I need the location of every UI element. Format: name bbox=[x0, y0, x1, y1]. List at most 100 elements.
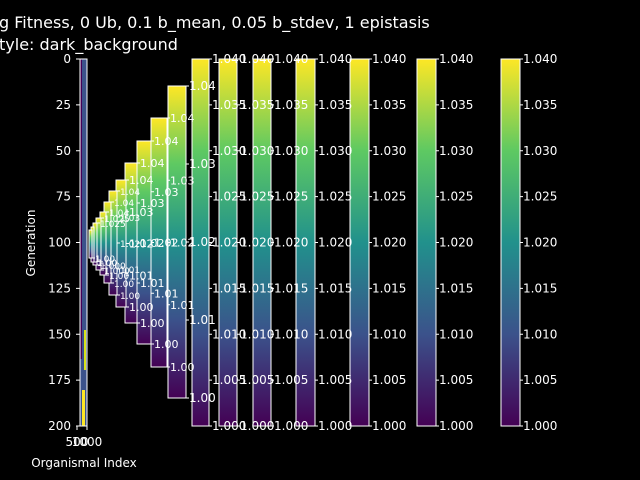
colorbar-tick-label: 1.010 bbox=[212, 327, 246, 341]
heatmap-cells bbox=[80, 59, 87, 426]
chart-title-line-1: g Fitness, 0 Ub, 0.1 b_mean, 0.05 b_stde… bbox=[0, 13, 430, 33]
colorbar-tick-label: 1.010 bbox=[274, 327, 308, 341]
colorbar-tick-label: 1.00 bbox=[120, 292, 140, 302]
colorbar-tick-label: 1.015 bbox=[439, 281, 473, 295]
colorbar-tick-label: 1.010 bbox=[439, 327, 473, 341]
colorbar-tick-label: 1.04 bbox=[129, 174, 154, 187]
colorbar: 1.000 1.005 1.010 1.015 1.020 1.025 1.030 1.035… bbox=[295, 52, 352, 433]
colorbar-tick-label: 1.000 bbox=[523, 419, 557, 433]
y-tick-label: 125 bbox=[48, 281, 71, 295]
colorbar-tick-label: 1.000 bbox=[372, 419, 406, 433]
colorbar-fill bbox=[88, 229, 93, 259]
y-tick-label: 0 bbox=[63, 52, 71, 66]
colorbar: 1.00 1.01 1.02 1.03 1.04 bbox=[150, 112, 195, 374]
heatmap-high-band bbox=[82, 390, 85, 426]
heatmap-high-band bbox=[84, 330, 86, 370]
colorbar-tick-label: 1.005 bbox=[439, 373, 473, 387]
main-heatmap-plot bbox=[79, 58, 88, 427]
colorbar-tick-label: 1.04 bbox=[140, 157, 165, 170]
y-tick-label: 200 bbox=[48, 419, 71, 433]
colorbar-tick-label: 1.005 bbox=[240, 373, 274, 387]
colorbar: 1.00 1.01 1.02 1.03 1.04 bbox=[167, 79, 216, 405]
colorbar-tick-label: 1.015 bbox=[212, 281, 246, 295]
colorbar-tick-label: 1.00 bbox=[129, 301, 154, 314]
colorbar-tick-label: 1.025 bbox=[212, 190, 246, 204]
colorbar-tick-label: 1.01 bbox=[120, 266, 140, 276]
colorbar-tick-label: 1.020 bbox=[240, 236, 274, 250]
colorbar-tick-label: 1.035 bbox=[240, 98, 274, 112]
colorbar-tick-label: 1.02 bbox=[120, 240, 140, 250]
colorbar-tick-label: 1.025 bbox=[104, 215, 130, 225]
colorbar-tick-label: 1.030 bbox=[318, 144, 352, 158]
x-axis-label: Organismal Index bbox=[31, 456, 137, 470]
colorbar-tick-label: 1.01 bbox=[170, 299, 195, 312]
colorbar-tick-label: 1.000 bbox=[318, 419, 352, 433]
colorbar-tick-label: 1.03 bbox=[154, 186, 179, 199]
colorbar-tick-label: 1.02 bbox=[129, 238, 154, 251]
heatmap-mid-band bbox=[80, 59, 82, 359]
colorbar-tick-label: 1.025 bbox=[318, 190, 352, 204]
colorbar: 1.00 1.01 1.02 1.03 1.04 bbox=[136, 135, 179, 351]
colorbar-tick-label: 1.040 bbox=[523, 52, 557, 66]
colorbar-tick-label: 1.00 bbox=[114, 280, 134, 290]
chart-title-line-2: tyle: dark_background bbox=[0, 35, 178, 55]
colorbar-tick-label: 1.04 bbox=[109, 209, 129, 219]
colorbar: 1.000 1.005 1.010 1.015 1.020 1.025 1.030 1.035… bbox=[191, 52, 246, 433]
colorbar-tick-label: 1.03 bbox=[170, 174, 195, 187]
colorbar-tick-label: 1.03 bbox=[189, 157, 216, 171]
colorbar: 1.000 1.005 1.010 1.015 1.020 1.025 1.030 1.035… bbox=[252, 52, 308, 433]
colorbar-cascade: 1.000 1.005 1.010 1.015 1.020 1.025 1.030 1.035… bbox=[88, 52, 557, 433]
colorbar-tick-label: 1.04 bbox=[114, 199, 134, 209]
colorbar-tick-label: 1.035 bbox=[318, 98, 352, 112]
colorbar-tick-label: 1.030 bbox=[274, 144, 308, 158]
y-tick-label: 75 bbox=[56, 190, 71, 204]
colorbar-tick-label: 1.01 bbox=[129, 269, 154, 282]
colorbar-tick-label: 1.005 bbox=[318, 373, 352, 387]
colorbar-tick-label: 1.035 bbox=[439, 98, 473, 112]
y-tick-label: 150 bbox=[48, 327, 71, 341]
colorbar-tick-label: 1.015 bbox=[523, 281, 557, 295]
colorbar-tick-label: 1.01 bbox=[154, 287, 179, 300]
colorbar-tick-label: 1.015 bbox=[274, 281, 308, 295]
colorbar-tick-label: 1.000 bbox=[104, 267, 130, 277]
colorbar-tick-label: 1.035 bbox=[372, 98, 406, 112]
colorbar-tick-label: 1.025 bbox=[274, 190, 308, 204]
colorbar-tick-label: 1.03 bbox=[129, 206, 154, 219]
colorbar-tick-label: 1.015 bbox=[318, 281, 352, 295]
colorbar-tick-label: 1.025 bbox=[439, 190, 473, 204]
colorbar-tick-label: 1.015 bbox=[372, 281, 406, 295]
y-axis-label: Generation bbox=[24, 210, 38, 277]
colorbar-tick-label: 1.035 bbox=[523, 98, 557, 112]
colorbar-tick-label: 1.020 bbox=[372, 236, 406, 250]
colorbar-fill bbox=[349, 58, 370, 427]
colorbar-tick-label: 1.010 bbox=[372, 327, 406, 341]
colorbar-tick-label: 1.04 bbox=[189, 79, 216, 93]
colorbar-fill bbox=[500, 58, 521, 427]
colorbar-tick-label: 1.00 bbox=[189, 391, 216, 405]
colorbar-fill bbox=[416, 58, 437, 427]
colorbar-tick-label: 1.030 bbox=[372, 144, 406, 158]
y-tick-label: 100 bbox=[48, 236, 71, 250]
colorbar-tick-label: 1.04 bbox=[120, 188, 140, 198]
colorbar-tick-label: 1.035 bbox=[274, 98, 308, 112]
colorbar-tick-label: 1.005 bbox=[212, 373, 246, 387]
colorbar-tick-label: 1.025 bbox=[372, 190, 406, 204]
colorbar-tick-label: 1.040 bbox=[439, 52, 473, 66]
colorbar-tick-label: 1.010 bbox=[240, 327, 274, 341]
colorbar-tick-label: 1.030 bbox=[212, 144, 246, 158]
colorbar-tick-label: 1.000 bbox=[439, 419, 473, 433]
colorbar-tick-label: 1.000 bbox=[100, 262, 126, 272]
colorbar-tick-label: 1.01 bbox=[189, 313, 216, 327]
colorbar-tick-label: 1.02 bbox=[140, 237, 165, 250]
colorbar-tick-label: 1.04 bbox=[154, 135, 179, 148]
colorbar-tick-label: 1.00 bbox=[154, 338, 179, 351]
heatmap-frame bbox=[79, 58, 88, 427]
colorbar: 1.000 1.005 1.010 1.015 1.020 1.025 1.030 1.035… bbox=[349, 52, 406, 433]
colorbar-tick-label: 1.020 bbox=[274, 236, 308, 250]
colorbar-tick-label: 1.02 bbox=[154, 237, 179, 250]
colorbar-tick-label: 1.040 bbox=[274, 52, 308, 66]
y-tick-label: 25 bbox=[56, 98, 71, 112]
colorbar-tick-label: 1.005 bbox=[372, 373, 406, 387]
colorbar-tick-label: 1.00 bbox=[109, 272, 129, 282]
